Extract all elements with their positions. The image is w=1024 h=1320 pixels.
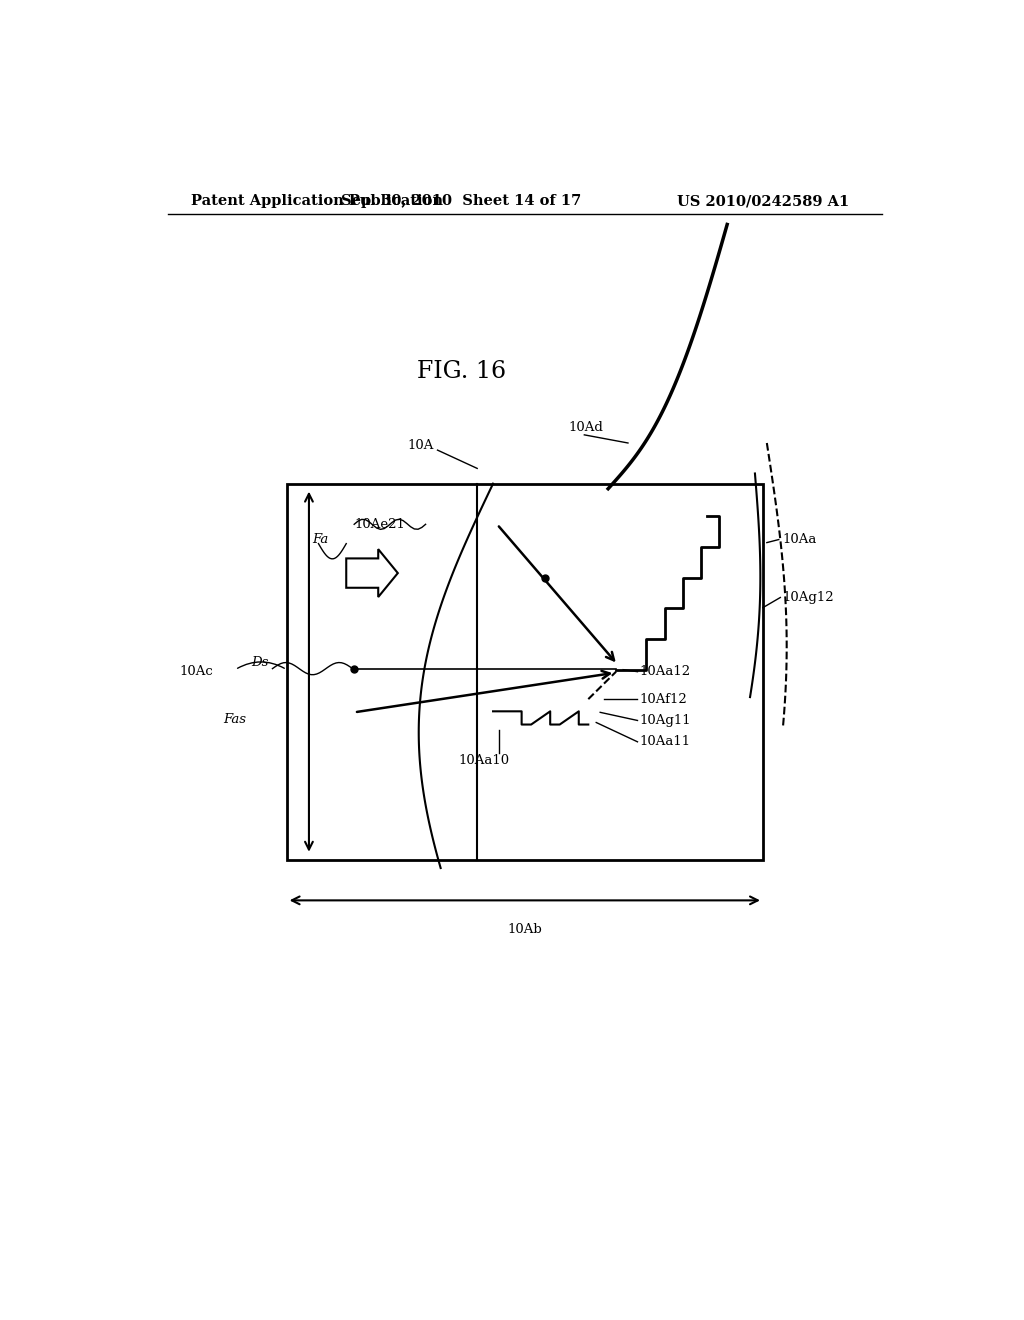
Bar [287, 483, 763, 859]
Text: FIG. 16: FIG. 16 [417, 360, 506, 383]
Text: Sep. 30, 2010  Sheet 14 of 17: Sep. 30, 2010 Sheet 14 of 17 [341, 194, 582, 209]
Text: US 2010/0242589 A1: US 2010/0242589 A1 [677, 194, 849, 209]
Text: 10Af12: 10Af12 [640, 693, 688, 706]
Text: 10Aa11: 10Aa11 [640, 735, 691, 748]
Polygon shape [346, 549, 397, 597]
Text: 10Ag11: 10Ag11 [640, 714, 691, 727]
Text: 10Ac: 10Ac [179, 665, 213, 678]
Text: 10Aa10: 10Aa10 [458, 754, 509, 767]
Text: Patent Application Publication: Patent Application Publication [191, 194, 443, 209]
Text: 10A: 10A [408, 438, 433, 451]
Text: 10Ag12: 10Ag12 [782, 591, 835, 605]
Text: 10Ae21: 10Ae21 [354, 517, 406, 531]
Text: Fa: Fa [312, 533, 329, 546]
Text: 10Ad: 10Ad [568, 421, 603, 434]
Text: Ds: Ds [251, 656, 268, 669]
Text: 10Aa12: 10Aa12 [640, 665, 691, 678]
Text: 10Aa: 10Aa [782, 533, 817, 546]
Text: 10Ab: 10Ab [508, 923, 542, 936]
Text: Fas: Fas [223, 713, 246, 726]
